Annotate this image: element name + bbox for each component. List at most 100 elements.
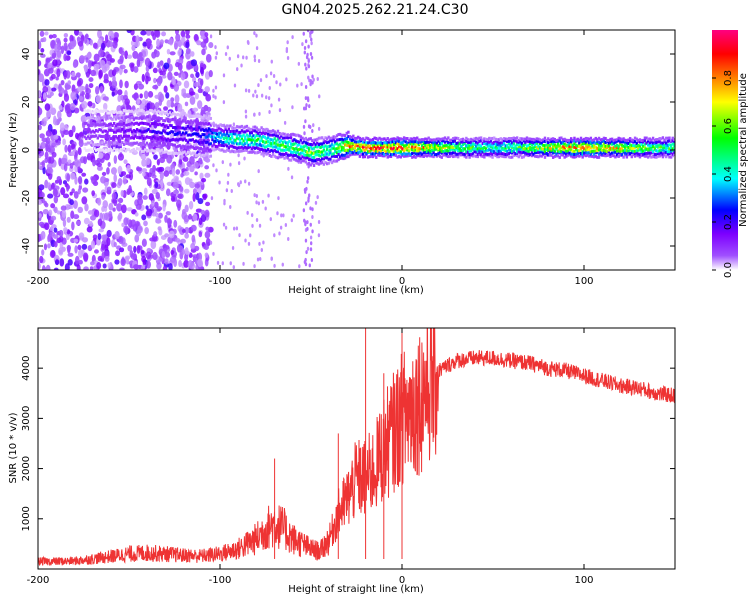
spectrogram-cell — [612, 154, 615, 158]
spectrogram-cell — [642, 138, 645, 142]
spectrogram-cell — [637, 154, 640, 158]
spectrogram-cell — [606, 144, 609, 148]
spectrogram-cell — [246, 210, 249, 215]
spectrogram-cell — [550, 149, 553, 153]
spectrogram-cell — [53, 267, 59, 270]
spectrogram-cell — [581, 152, 584, 156]
spectrogram-cell — [124, 50, 129, 60]
spectrogram-cell — [98, 69, 103, 79]
spectrogram-cell — [146, 40, 152, 48]
spectrogram-cell — [314, 159, 317, 163]
spectrogram-cell — [560, 141, 563, 145]
spectrogram-cell — [92, 158, 96, 167]
spectrogram-cell — [44, 151, 49, 160]
spectrogram-cell — [249, 233, 252, 238]
spectrogram-cell — [658, 154, 661, 158]
spectrogram-cell — [235, 129, 239, 133]
spectrogram-cell — [424, 141, 427, 145]
spectrogram-cell — [72, 60, 78, 69]
spectrogram-cell — [163, 137, 167, 141]
spectrogram-cell — [357, 140, 360, 144]
spectrogram-cell — [347, 143, 350, 147]
spectrogram-cell — [610, 139, 614, 143]
spectrogram-cell — [145, 157, 151, 166]
spectrogram-cell — [235, 142, 239, 146]
spectrogram-cell — [219, 139, 222, 143]
spectrogram-cell — [434, 145, 437, 149]
spectrogram-cell — [203, 146, 206, 150]
spectrogram-cell — [664, 150, 668, 154]
spectrogram-cell — [283, 156, 286, 160]
spectrogram-cell — [407, 140, 411, 144]
spectrogram-cell — [184, 101, 189, 107]
spectrogram-cell — [252, 138, 255, 142]
spectrogram-cell — [271, 138, 275, 142]
spectrogram-cell — [594, 141, 597, 145]
spectrogram-cell — [617, 139, 620, 143]
spectrogram-cell — [286, 156, 290, 160]
spectrogram-cell — [650, 147, 653, 151]
spectrogram-cell — [54, 259, 60, 266]
spectrogram-cell — [294, 153, 298, 157]
spectrogram-cell — [494, 151, 498, 155]
spectrogram-cell — [355, 136, 358, 140]
spectrogram-cell — [64, 263, 70, 270]
spectrogram-cell — [429, 149, 432, 153]
spectrogram-cell — [119, 148, 122, 152]
spectrogram-cell — [178, 57, 184, 65]
spectrogram-cell — [450, 145, 453, 149]
spectrogram-cell — [85, 72, 90, 78]
spectrogram-cell — [121, 222, 125, 228]
spectrogram-cell — [429, 144, 432, 148]
spectrogram-cell — [455, 136, 458, 140]
spectrogram-cell — [637, 144, 640, 148]
spectrogram-cell — [535, 139, 538, 143]
spectrogram-cell — [620, 140, 624, 144]
spectrogram-cell — [276, 134, 280, 138]
spectrogram-cell — [411, 140, 414, 144]
spectrogram-cell — [41, 197, 45, 204]
spectrogram-cell — [335, 134, 339, 138]
spectrogram-cell — [337, 138, 340, 142]
colorbar-tick-label: 0.2 — [723, 214, 734, 230]
spectrogram-cell — [209, 154, 213, 158]
spectrogram-cell — [383, 141, 386, 145]
spectrogram-cell — [509, 142, 512, 146]
spectrogram-cell — [517, 143, 520, 147]
spectrogram-cell — [122, 130, 126, 134]
spectrogram-cell — [183, 80, 190, 89]
spectrogram-cell — [332, 135, 335, 139]
spectrogram-cell — [373, 143, 376, 147]
spectrogram-cell — [533, 143, 537, 147]
spectrogram-cell — [474, 144, 478, 148]
spectrogram-cell — [237, 125, 240, 129]
spectrogram-cell — [268, 137, 271, 141]
spectrogram-cell — [229, 162, 232, 167]
spectrogram-cell — [648, 137, 652, 141]
spectrogram-cell — [63, 227, 68, 233]
spectrogram-cell — [658, 145, 661, 149]
spectrogram-cell — [116, 148, 119, 152]
spectrogram-cell — [228, 56, 231, 61]
spectrogram-cell — [606, 146, 609, 150]
spectrogram-cell — [483, 146, 486, 150]
spectrogram-cell — [199, 128, 203, 132]
spectrogram-cell — [58, 229, 64, 237]
spectrogram-cell — [532, 152, 535, 156]
spectrogram-cell — [214, 85, 218, 90]
spectrogram-cell — [566, 149, 570, 153]
spectrogram-cell — [155, 148, 158, 152]
spectrogram-cell — [66, 184, 71, 190]
spectrogram-cell — [52, 188, 58, 197]
spectrogram-cell — [96, 129, 100, 133]
spectrogram-cell — [157, 212, 163, 219]
spectrogram-cell — [175, 151, 178, 155]
spectrogram-cell — [556, 149, 560, 153]
spectrogram-cell — [38, 200, 42, 205]
spectrogram-cell — [302, 31, 305, 36]
spectrogram-cell — [646, 151, 650, 155]
spectrogram-cell — [609, 146, 612, 150]
spectrogram-cell — [645, 147, 648, 151]
spectrogram-cell — [239, 149, 242, 153]
spectrogram-cell — [209, 116, 213, 120]
